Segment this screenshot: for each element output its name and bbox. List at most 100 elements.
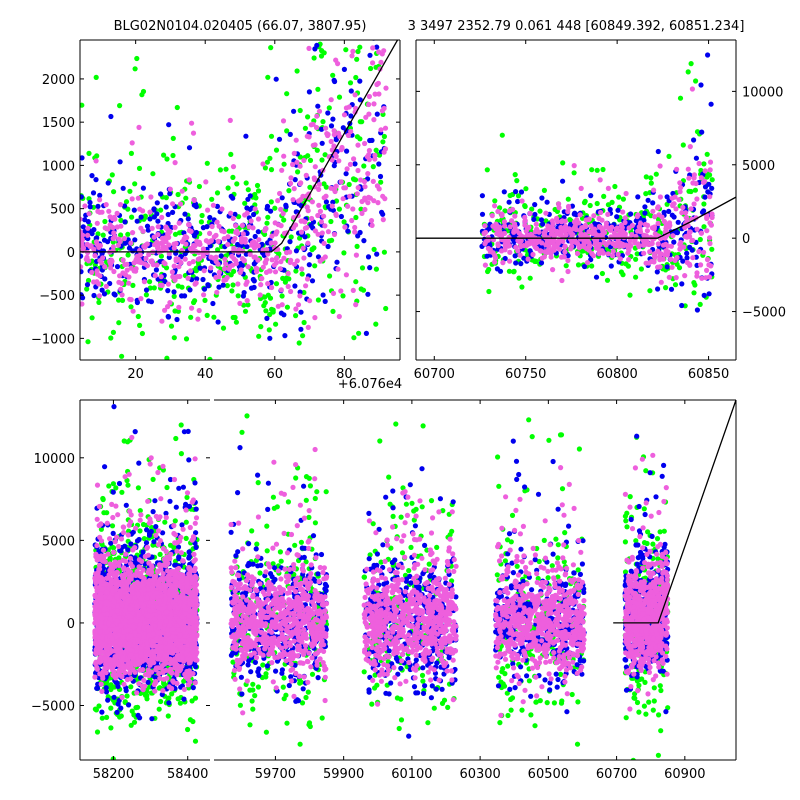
zoom-detail-point-blue — [334, 259, 340, 265]
zoom-detail-point-blue — [345, 228, 351, 234]
zoom-detail-point-blue — [207, 214, 213, 221]
zoom-detail-point-pink — [119, 292, 125, 298]
zoom-detail-point-blue — [315, 254, 322, 260]
zoom-detail-point-pink — [300, 193, 306, 199]
recent-season-point-pink — [495, 208, 501, 215]
zoom-detail-point-green — [336, 206, 342, 212]
zoom-detail-point-blue — [146, 298, 152, 304]
zoom-detail-point-blue — [255, 229, 261, 235]
zoom-detail-point-pink — [167, 186, 173, 192]
recent-season-point-pink — [625, 250, 631, 256]
zoom-detail-point-pink — [197, 256, 203, 262]
zoom-detail-point-pink — [294, 159, 300, 165]
zoom-detail-point-green — [268, 199, 274, 205]
zoom-detail-point-pink — [252, 254, 258, 260]
zoom-detail-point-green — [262, 165, 268, 171]
recent-season-point-pink — [651, 251, 657, 257]
zoom-detail-ytick-label: 500 — [50, 203, 75, 218]
full-curve-seg0-point-green — [137, 508, 143, 514]
recent-season-point-pink — [558, 229, 564, 235]
zoom-detail-point-green — [174, 104, 180, 111]
zoom-detail-point-green — [373, 64, 379, 70]
zoom-detail-point-blue — [306, 262, 312, 268]
zoom-detail-point-pink — [331, 231, 338, 237]
recent-season-point-pink — [565, 257, 571, 264]
zoom-detail-point-pink — [342, 185, 349, 191]
recent-season-point-pink — [652, 214, 658, 220]
recent-season-point-green — [537, 208, 543, 214]
zoom-detail-point-green — [268, 45, 274, 51]
full-curve-seg0-point-green — [176, 392, 181, 397]
recent-season-point-pink — [562, 249, 568, 255]
recent-season-point-pink — [588, 223, 594, 229]
recent-season-point-green — [486, 288, 492, 295]
zoom-detail-point-green — [198, 219, 204, 225]
recent-season-point-pink — [524, 233, 530, 239]
zoom-detail-point-pink — [82, 203, 88, 209]
zoom-detail-point-blue — [120, 185, 126, 191]
recent-season-point-pink — [533, 245, 540, 251]
zoom-detail-point-pink — [80, 237, 85, 243]
full-curve-seg0-point-green — [165, 713, 171, 719]
full-curve-seg0-point-green — [149, 524, 155, 531]
zoom-detail-point-blue — [309, 278, 316, 284]
zoom-detail-point-blue — [325, 243, 331, 250]
full-curve-seg0-point-green — [131, 719, 138, 725]
zoom-detail-point-pink — [344, 166, 350, 172]
full-curve-seg0-point-blue — [186, 457, 192, 463]
zoom-detail-point-pink — [89, 269, 95, 275]
zoom-detail-point-green — [204, 160, 210, 166]
zoom-detail-point-pink — [224, 275, 230, 281]
recent-season-point-pink — [704, 267, 710, 273]
recent-season-point-green — [492, 198, 498, 204]
zoom-detail-point-pink — [155, 224, 161, 230]
full-curve-seg0-point-blue — [145, 679, 151, 685]
recent-season-point-pink — [543, 242, 549, 248]
zoom-detail-point-pink — [306, 45, 312, 52]
zoom-detail-point-green — [125, 206, 131, 212]
zoom-detail-point-green — [255, 188, 262, 194]
zoom-detail-point-pink — [298, 229, 305, 235]
zoom-detail-point-pink — [185, 275, 191, 281]
zoom-detail-point-pink — [171, 241, 177, 247]
zoom-detail-point-pink — [331, 132, 337, 138]
zoom-detail-xtick-label: 80 — [336, 367, 353, 382]
zoom-detail-point-blue — [220, 282, 226, 288]
zoom-detail-point-green — [117, 103, 123, 109]
recent-season-point-blue — [675, 219, 681, 225]
zoom-detail-point-green — [207, 356, 213, 360]
zoom-detail-point-pink — [329, 203, 335, 209]
recent-season-point-green — [511, 268, 517, 274]
zoom-detail-point-blue — [80, 194, 84, 200]
zoom-detail-point-blue — [216, 284, 222, 290]
zoom-detail-point-green — [225, 185, 231, 191]
zoom-detail-point-pink — [96, 281, 102, 287]
recent-season-point-pink — [701, 249, 707, 255]
full-curve-seg0-point-green — [119, 489, 125, 495]
recent-season-xtick-label: 60850 — [688, 367, 729, 382]
full-curve-seg0-point-green — [178, 422, 184, 428]
recent-season-point-pink — [657, 253, 663, 259]
zoom-detail-point-pink — [128, 240, 134, 246]
full-curve-seg0-point-blue — [185, 428, 191, 434]
full-curve-seg0-point-blue — [181, 696, 187, 702]
recent-season-point-pink — [522, 214, 528, 220]
recent-season-point-blue — [699, 209, 706, 215]
full-curve-seg0-point-blue — [146, 532, 153, 538]
zoom-detail-point-blue — [170, 209, 176, 215]
recent-season-point-pink — [558, 224, 564, 231]
recent-season-point-pink — [664, 252, 671, 258]
recent-season-point-pink — [668, 256, 674, 262]
zoom-detail-point-blue — [318, 126, 325, 132]
zoom-detail-point-blue — [105, 180, 111, 186]
zoom-detail-point-pink — [379, 33, 384, 38]
zoom-detail-point-blue — [328, 123, 335, 129]
full-curve-seg0-point-blue — [116, 480, 123, 487]
recent-season-point-green — [522, 203, 528, 210]
zoom-detail-point-pink — [92, 253, 98, 259]
zoom-detail-point-green — [273, 281, 280, 287]
zoom-detail-point-pink — [323, 125, 329, 131]
zoom-detail-point-pink — [314, 113, 320, 119]
recent-season-point-pink — [571, 163, 577, 169]
zoom-detail-point-green — [358, 206, 364, 212]
